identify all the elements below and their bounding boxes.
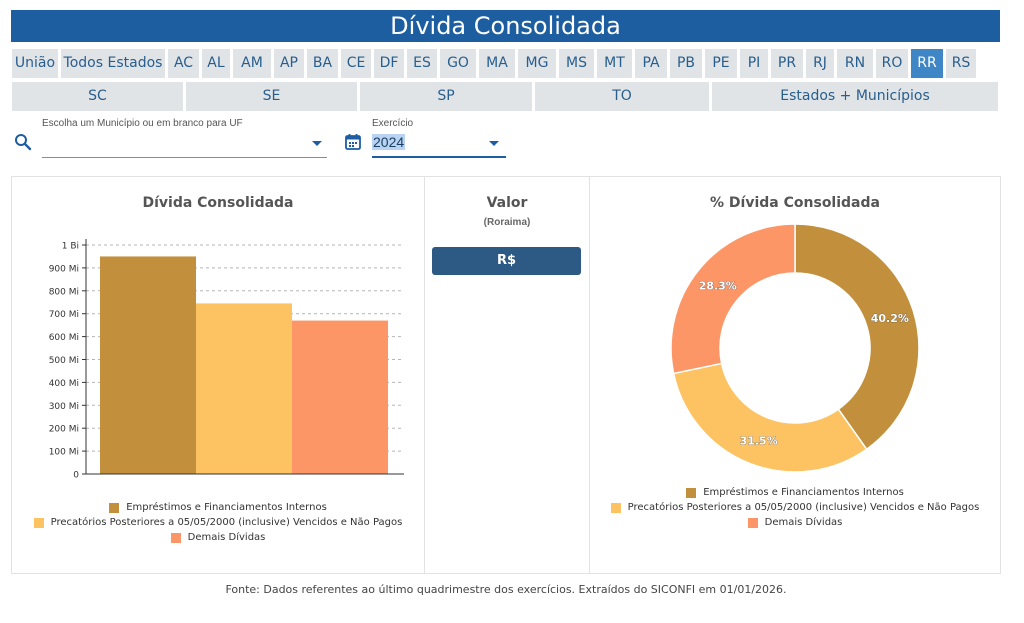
donut-chart: 40.2% 31.5% 28.3%: [670, 223, 920, 473]
donut-slice-2[interactable]: [672, 362, 868, 473]
tab-sp[interactable]: SP: [360, 82, 532, 111]
legend-label: Precatórios Posteriores a 05/05/2000 (in…: [50, 517, 403, 528]
tab-to[interactable]: TO: [535, 82, 709, 111]
y-tick-label: 100 Mi: [49, 448, 79, 458]
bar-2[interactable]: [196, 303, 292, 474]
donut-slice-label: 28.3%: [699, 279, 737, 292]
dashboard-panels: Dívida Consolidada 0 100 Mi 200 Mi 300 Mi 40…: [11, 176, 1001, 574]
valor-title: Valor: [486, 195, 528, 211]
donut-chart-title: % Dívida Consolidada: [710, 195, 880, 211]
tab-uni-o[interactable]: União: [12, 49, 58, 78]
legend-swatch: [170, 532, 181, 543]
tab-ba[interactable]: BA: [307, 49, 338, 78]
tab-mt[interactable]: MT: [597, 49, 632, 78]
tab-go[interactable]: GO: [440, 49, 476, 78]
footer-source: Fonte: Dados referentes ao último quadri…: [225, 583, 787, 596]
tab-mg[interactable]: MG: [518, 49, 556, 78]
legend-label: Empréstimos e Financiamentos Internos: [126, 502, 327, 513]
tab-todos-estados[interactable]: Todos Estados: [61, 49, 165, 78]
state-tabs-row-2: SC SE SP TO Estados + Municípios: [12, 82, 998, 111]
donut-slice-label: 31.5%: [740, 435, 778, 448]
tab-pb[interactable]: PB: [670, 49, 702, 78]
tab-es[interactable]: ES: [407, 49, 437, 78]
tab-sc[interactable]: SC: [12, 82, 183, 111]
y-tick-label: 700 Mi: [49, 310, 79, 320]
legend-label: Demais Dívidas: [764, 517, 843, 528]
filters-bar: Escolha um Município ou em branco para U…: [12, 116, 1002, 160]
legend-swatch: [33, 517, 44, 528]
bar-chart-title: Dívida Consolidada: [142, 195, 294, 211]
tab-rn[interactable]: RN: [837, 49, 873, 78]
y-tick-label: 300 Mi: [49, 402, 79, 412]
tab-ma[interactable]: MA: [479, 49, 515, 78]
search-icon[interactable]: [14, 133, 32, 151]
legend-label: Demais Dívidas: [187, 532, 266, 543]
legend-item[interactable]: Empréstimos e Financiamentos Internos: [590, 485, 1000, 500]
page-title: Dívida Consolidada: [11, 10, 1000, 42]
tab-ce[interactable]: CE: [341, 49, 371, 78]
state-tabs-row-1: União Todos Estados AC AL AM AP BA CE DF ES GO MA MG…: [12, 49, 976, 78]
tab-ac[interactable]: AC: [168, 49, 199, 78]
legend-item[interactable]: Empréstimos e Financiamentos Internos: [12, 500, 424, 515]
legend-swatch: [109, 502, 120, 513]
legend-item[interactable]: Precatórios Posteriores a 05/05/2000 (in…: [12, 515, 424, 530]
bar-chart-legend: Empréstimos e Financiamentos Internos Pre…: [12, 500, 424, 545]
tab-ap[interactable]: AP: [274, 49, 304, 78]
legend-swatch: [610, 502, 621, 513]
tab-rj[interactable]: RJ: [806, 49, 834, 78]
tab-se[interactable]: SE: [186, 82, 357, 111]
municipio-select[interactable]: [42, 134, 327, 158]
legend-item[interactable]: Precatórios Posteriores a 05/05/2000 (in…: [590, 500, 1000, 515]
exercicio-value: 2024: [372, 134, 406, 150]
tab-estados-munic-pios[interactable]: Estados + Municípios: [712, 82, 998, 111]
panel-divider: [424, 177, 425, 573]
legend-label: Empréstimos e Financiamentos Internos: [703, 487, 904, 498]
tab-ms[interactable]: MS: [559, 49, 594, 78]
bar-3[interactable]: [292, 320, 388, 474]
donut-slice-label: 40.2%: [871, 312, 909, 325]
donut-chart-legend: Empréstimos e Financiamentos Internos Pre…: [590, 485, 1000, 530]
tab-rs[interactable]: RS: [946, 49, 976, 78]
legend-swatch: [747, 517, 758, 528]
donut-slice-1[interactable]: [794, 223, 920, 451]
valor-subtitle: (Roraima): [483, 217, 531, 228]
legend-item[interactable]: Demais Dívidas: [590, 515, 1000, 530]
tab-pa[interactable]: PA: [635, 49, 667, 78]
tab-am[interactable]: AM: [233, 49, 271, 78]
tab-rr[interactable]: RR: [911, 49, 943, 78]
legend-item[interactable]: Demais Dívidas: [12, 530, 424, 545]
y-tick-label: 500 Mi: [49, 356, 79, 366]
panel-divider: [589, 177, 590, 573]
tab-ro[interactable]: RO: [876, 49, 908, 78]
y-tick-label: 1 Bi: [62, 242, 79, 252]
legend-label: Precatórios Posteriores a 05/05/2000 (in…: [627, 502, 980, 513]
calendar-icon[interactable]: [345, 133, 361, 150]
donut-slice-3[interactable]: [670, 223, 796, 375]
tab-df[interactable]: DF: [374, 49, 404, 78]
exercicio-select[interactable]: 2024: [372, 134, 506, 158]
chevron-down-icon[interactable]: [489, 141, 499, 146]
bar-1[interactable]: [100, 256, 196, 474]
y-tick-label: 900 Mi: [49, 264, 79, 274]
valor-badge: R$ 2.364.527.417,07: [432, 247, 581, 296]
tab-al[interactable]: AL: [202, 49, 230, 78]
y-tick-label: 0: [73, 471, 79, 481]
legend-swatch: [686, 487, 697, 498]
bar-chart: 0 100 Mi 200 Mi 300 Mi 400 Mi 500 Mi 600 Mi 700…: [49, 239, 404, 481]
tab-pr[interactable]: PR: [771, 49, 803, 78]
municipio-label: Escolha um Município ou em branco para U…: [42, 118, 243, 129]
tab-pi[interactable]: PI: [740, 49, 768, 78]
chevron-down-icon[interactable]: [312, 141, 322, 146]
tab-pe[interactable]: PE: [705, 49, 737, 78]
y-tick-label: 800 Mi: [49, 287, 79, 297]
y-tick-label: 200 Mi: [49, 425, 79, 435]
exercicio-label: Exercício: [372, 118, 414, 129]
y-tick-label: 400 Mi: [49, 379, 79, 389]
y-tick-label: 600 Mi: [49, 333, 79, 343]
